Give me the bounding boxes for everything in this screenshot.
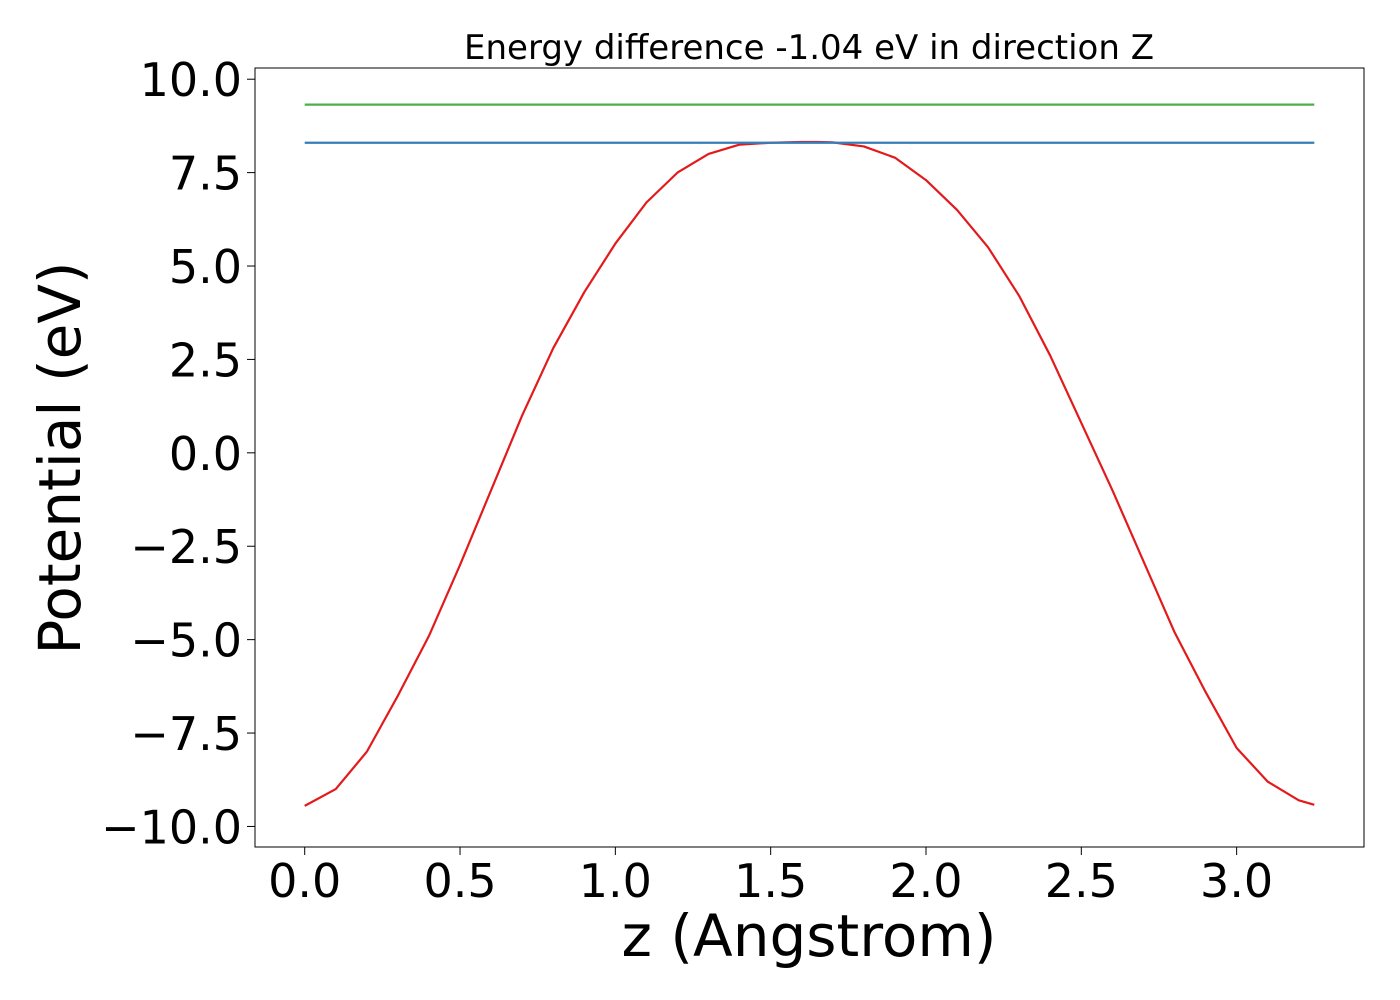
x-tick-label: 2.0 (889, 854, 962, 908)
x-tick-label: 3.0 (1200, 854, 1273, 908)
x-tick-label: 1.5 (734, 854, 807, 908)
y-tick-label: −10.0 (101, 800, 242, 854)
frame-layer (254, 67, 1365, 848)
y-tick-label: −5.0 (130, 614, 242, 668)
y-tick-label: 7.5 (169, 147, 242, 201)
x-tick-label: 0.0 (268, 854, 341, 908)
y-axis-label: Potential (eV) (26, 261, 94, 654)
y-tick-label: 10.0 (140, 53, 242, 107)
x-tick-label: 2.5 (1045, 854, 1118, 908)
y-tick-label: −2.5 (130, 520, 242, 574)
series-layer (304, 103, 1315, 807)
y-tick-label: 2.5 (169, 333, 242, 387)
x-tick-label: 0.5 (423, 854, 496, 908)
x-tick-label: 1.0 (579, 854, 652, 908)
y-axis: −10.0 −7.5 −5.0 −2.5 0.0 2.5 5.0 7.5 10.0 (101, 53, 255, 854)
y-tick-label: 0.0 (169, 427, 242, 481)
x-axis: 0.0 0.5 1.0 1.5 2.0 2.5 3.0 (268, 847, 1273, 908)
chart-title: Energy difference -1.04 eV in direction … (464, 28, 1154, 68)
y-tick-label: 5.0 (169, 240, 242, 294)
plot-frame (254, 67, 1365, 848)
x-axis-label: z (Angstrom) (622, 902, 997, 970)
y-tick-label: −7.5 (130, 707, 242, 761)
